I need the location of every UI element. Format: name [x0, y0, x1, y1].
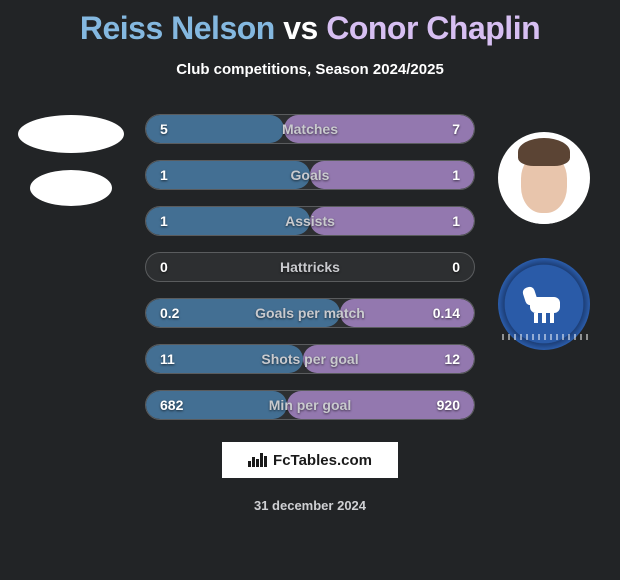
bar-chart-icon: [248, 453, 267, 467]
player1-avatar-ellipse-2: [30, 170, 112, 206]
stat-label: Shots per goal: [146, 345, 474, 373]
stat-label: Hattricks: [146, 253, 474, 281]
stat-label: Assists: [146, 207, 474, 235]
player2-photo: [498, 132, 590, 224]
brand-logo[interactable]: FcTables.com: [222, 442, 398, 478]
stat-row: 11Assists: [145, 206, 475, 236]
player2-name: Conor Chaplin: [326, 10, 540, 46]
stat-label: Matches: [146, 115, 474, 143]
stat-row: 1112Shots per goal: [145, 344, 475, 374]
vs-text: vs: [283, 10, 318, 46]
stat-label: Min per goal: [146, 391, 474, 419]
page-title: Reiss Nelson vs Conor Chaplin: [0, 0, 620, 47]
player1-avatar-ellipse-1: [18, 115, 124, 153]
stat-label: Goals: [146, 161, 474, 189]
stat-row: 11Goals: [145, 160, 475, 190]
stat-row: 0.20.14Goals per match: [145, 298, 475, 328]
brand-text: FcTables.com: [273, 452, 372, 469]
stat-label: Goals per match: [146, 299, 474, 327]
subtitle: Club competitions, Season 2024/2025: [0, 61, 620, 78]
stat-row: 00Hattricks: [145, 252, 475, 282]
player2-club-badge: [498, 258, 590, 350]
stat-row: 57Matches: [145, 114, 475, 144]
stat-row: 682920Min per goal: [145, 390, 475, 420]
date-text: 31 december 2024: [0, 498, 620, 513]
player1-name: Reiss Nelson: [80, 10, 275, 46]
